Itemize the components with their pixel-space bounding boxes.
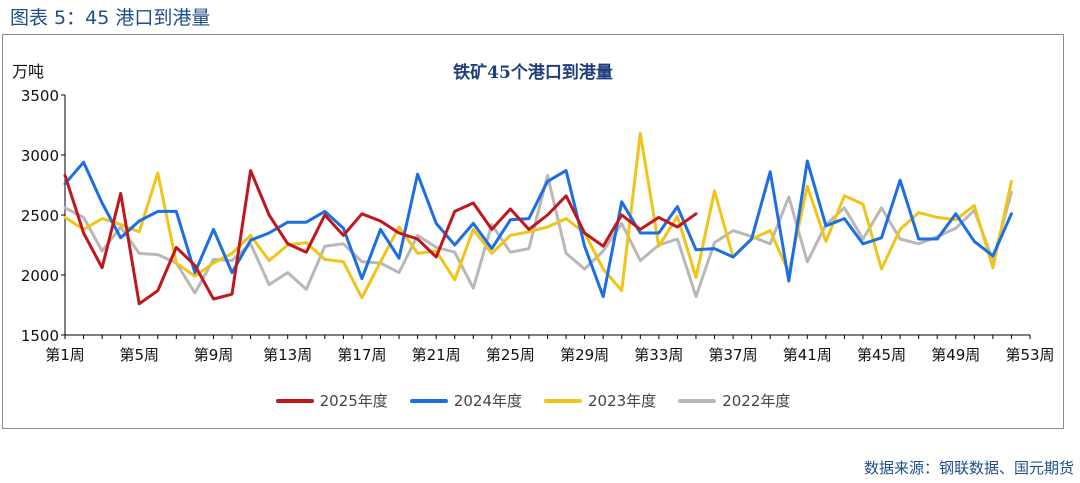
x-tick-label: 第9周 xyxy=(194,346,234,364)
y-tick-label: 2500 xyxy=(21,207,59,225)
x-tick-label: 第37周 xyxy=(709,346,758,364)
x-tick-label: 第53周 xyxy=(1005,346,1054,364)
x-tick-label: 第13周 xyxy=(263,346,312,364)
x-tick-label: 第5周 xyxy=(119,346,159,364)
legend-label: 2024年度 xyxy=(453,392,522,410)
legend-swatch xyxy=(275,398,314,403)
x-tick-label: 第41周 xyxy=(783,346,832,364)
x-tick-label: 第49周 xyxy=(931,346,980,364)
x-tick-label: 第25周 xyxy=(486,346,535,364)
chart-legend: 2025年度 2024年度 2023年度 2022年度 xyxy=(0,390,1066,411)
chart-title: 铁矿45个港口到港量 xyxy=(453,63,613,83)
legend-item: 2022年度 xyxy=(678,390,790,411)
legend-item: 2023年度 xyxy=(544,390,656,411)
legend-label: 2025年度 xyxy=(319,392,388,410)
x-tick-label: 第45周 xyxy=(857,346,906,364)
legend-item: 2025年度 xyxy=(275,390,388,411)
series-line-2022年度 xyxy=(63,173,1013,299)
x-tick-label: 第33周 xyxy=(634,346,683,364)
chart-frame xyxy=(2,34,1064,429)
figure-caption: 图表 5：45 港口到港量 xyxy=(10,7,211,29)
legend-item: 2024年度 xyxy=(409,390,522,411)
line-chart: 1500 2000 2500 3000 3500 第1周 第5周 第9周 第13周 第17周 第21… xyxy=(21,87,1055,364)
x-tick-label: 第1周 xyxy=(45,346,85,364)
y-axis-unit-label: 万吨 xyxy=(12,62,45,81)
y-tick-label: 3500 xyxy=(21,87,59,105)
x-tick-label: 第17周 xyxy=(337,346,386,364)
legend-label: 2023年度 xyxy=(588,392,657,410)
legend-swatch xyxy=(409,398,448,403)
series-line-2025年度 xyxy=(63,169,698,306)
y-tick-label: 1500 xyxy=(21,327,59,345)
y-tick-label: 2000 xyxy=(21,267,59,285)
series-line-2024年度 xyxy=(63,159,1013,299)
legend-swatch xyxy=(678,398,717,403)
legend-label: 2022年度 xyxy=(722,392,791,410)
legend-swatch xyxy=(544,398,582,403)
y-tick-label: 3000 xyxy=(21,147,59,165)
x-tick-label: 第21周 xyxy=(412,346,461,364)
series-line-2023年度 xyxy=(63,131,1013,300)
x-tick-label: 第29周 xyxy=(560,346,609,364)
source-note: 数据来源：钢联数据、国元期货 xyxy=(863,459,1074,477)
